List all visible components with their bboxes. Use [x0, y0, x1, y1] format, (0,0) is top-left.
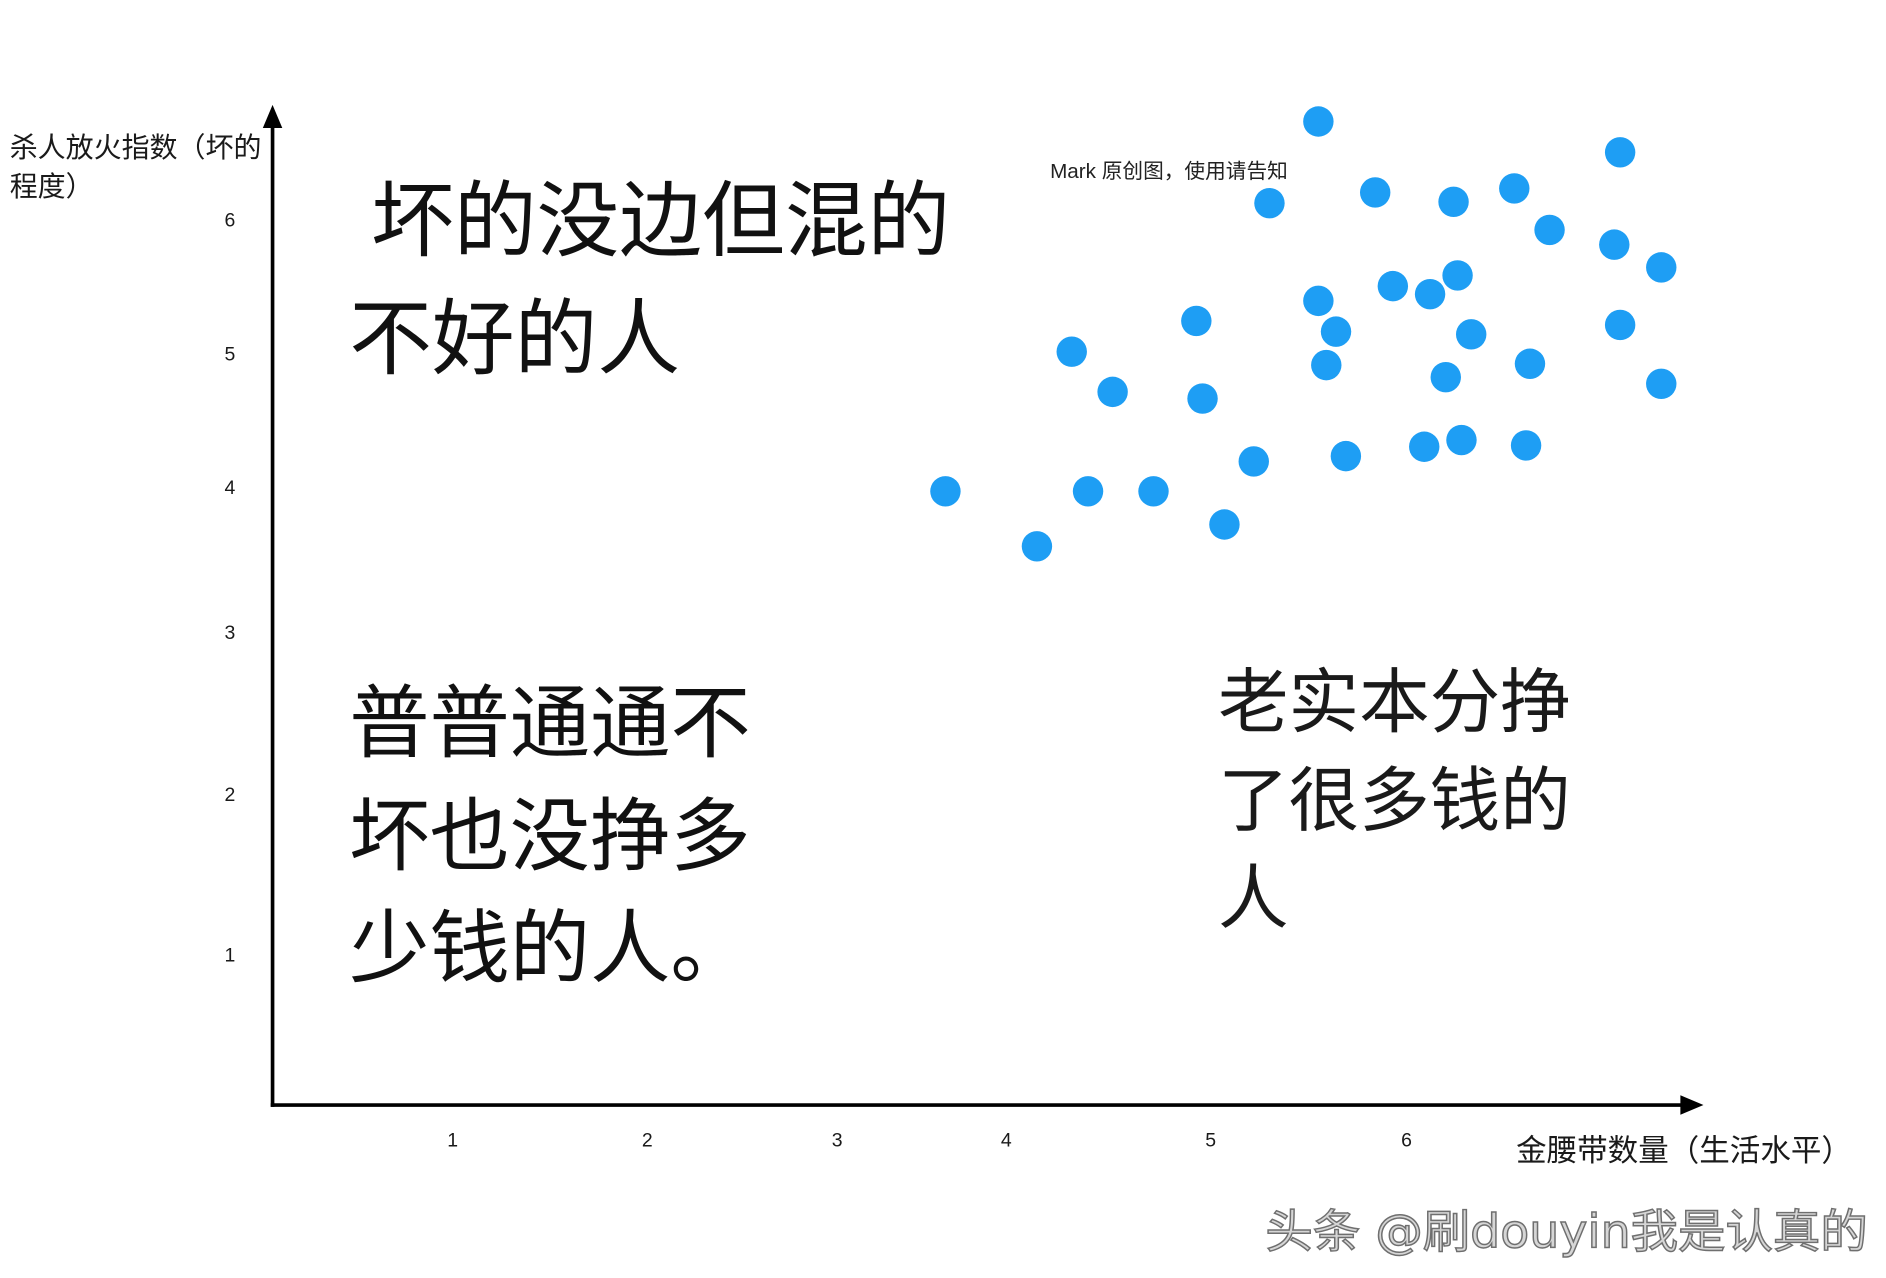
data-point: [1330, 440, 1362, 472]
y-tick-label: 3: [225, 622, 236, 644]
data-point: [1320, 316, 1352, 347]
data-point: [1414, 278, 1446, 310]
x-tick-label: 1: [447, 1129, 458, 1151]
x-tick-label: 5: [1205, 1129, 1216, 1151]
y-axis-arrow: [262, 104, 283, 128]
data-points: [930, 106, 1677, 562]
data-point: [1377, 270, 1409, 302]
data-point: [1138, 476, 1169, 507]
x-tick-label: 4: [1001, 1129, 1012, 1151]
data-point: [1604, 137, 1636, 168]
annotation-lower-right-line: 人: [1218, 857, 1289, 940]
data-point: [1209, 509, 1240, 540]
data-point: [1359, 177, 1391, 208]
data-point: [1599, 229, 1630, 260]
annotation-lower-left-line: 少钱的人。: [349, 901, 750, 995]
data-point: [1455, 319, 1487, 350]
data-point: [1254, 187, 1285, 219]
credit-note: Mark 原创图，使用请告知: [1050, 160, 1288, 183]
y-tick-label: 5: [225, 343, 236, 365]
annotation-upper-left-line: 坏的没边但混的: [371, 173, 950, 270]
annotation-lower-left-line: 坏也没挣多: [349, 789, 750, 883]
y-tick-label: 4: [225, 477, 236, 499]
data-point: [1409, 431, 1440, 462]
y-tick-label: 1: [225, 944, 236, 966]
watermark: 头条 @刷douyin我是认真的: [1265, 1204, 1867, 1258]
y-axis-label-line: 杀人放火指数（坏的: [10, 131, 262, 164]
x-axis-label: 金腰带数量（生活水平）: [1516, 1134, 1852, 1169]
data-point: [1604, 309, 1636, 341]
data-point: [1534, 214, 1565, 246]
data-point: [1646, 368, 1677, 400]
y-axis-label-line: 程度）: [10, 170, 94, 203]
data-point: [1187, 383, 1218, 414]
annotation-upper-left-line: 不好的人: [349, 291, 680, 388]
data-point: [1056, 336, 1087, 367]
data-point: [1238, 446, 1269, 477]
annotation-lower-right-line: 老实本分挣: [1218, 661, 1571, 744]
data-point: [1510, 430, 1542, 461]
data-point: [1311, 349, 1342, 381]
data-point: [1021, 531, 1053, 562]
data-point: [1303, 285, 1334, 317]
y-tick-label: 2: [225, 784, 236, 806]
x-axis-arrow: [1680, 1095, 1704, 1115]
data-point: [1303, 106, 1334, 137]
data-point: [1072, 476, 1104, 507]
annotation-lower-right-line: 了很多钱的: [1218, 759, 1571, 842]
data-point: [1181, 305, 1212, 337]
data-point: [1430, 361, 1461, 393]
annotation-lower-left-line: 普普通通不: [349, 676, 750, 770]
x-tick-label: 6: [1401, 1129, 1412, 1151]
data-point: [1442, 260, 1473, 291]
data-point: [930, 476, 961, 507]
x-tick-label: 3: [832, 1129, 843, 1151]
data-point: [1438, 186, 1469, 218]
data-point: [1446, 424, 1477, 456]
data-point: [1514, 348, 1546, 379]
data-point: [1097, 376, 1128, 408]
data-point: [1499, 173, 1530, 204]
x-tick-label: 2: [642, 1129, 653, 1151]
y-tick-label: 6: [225, 210, 236, 232]
data-point: [1646, 252, 1677, 283]
